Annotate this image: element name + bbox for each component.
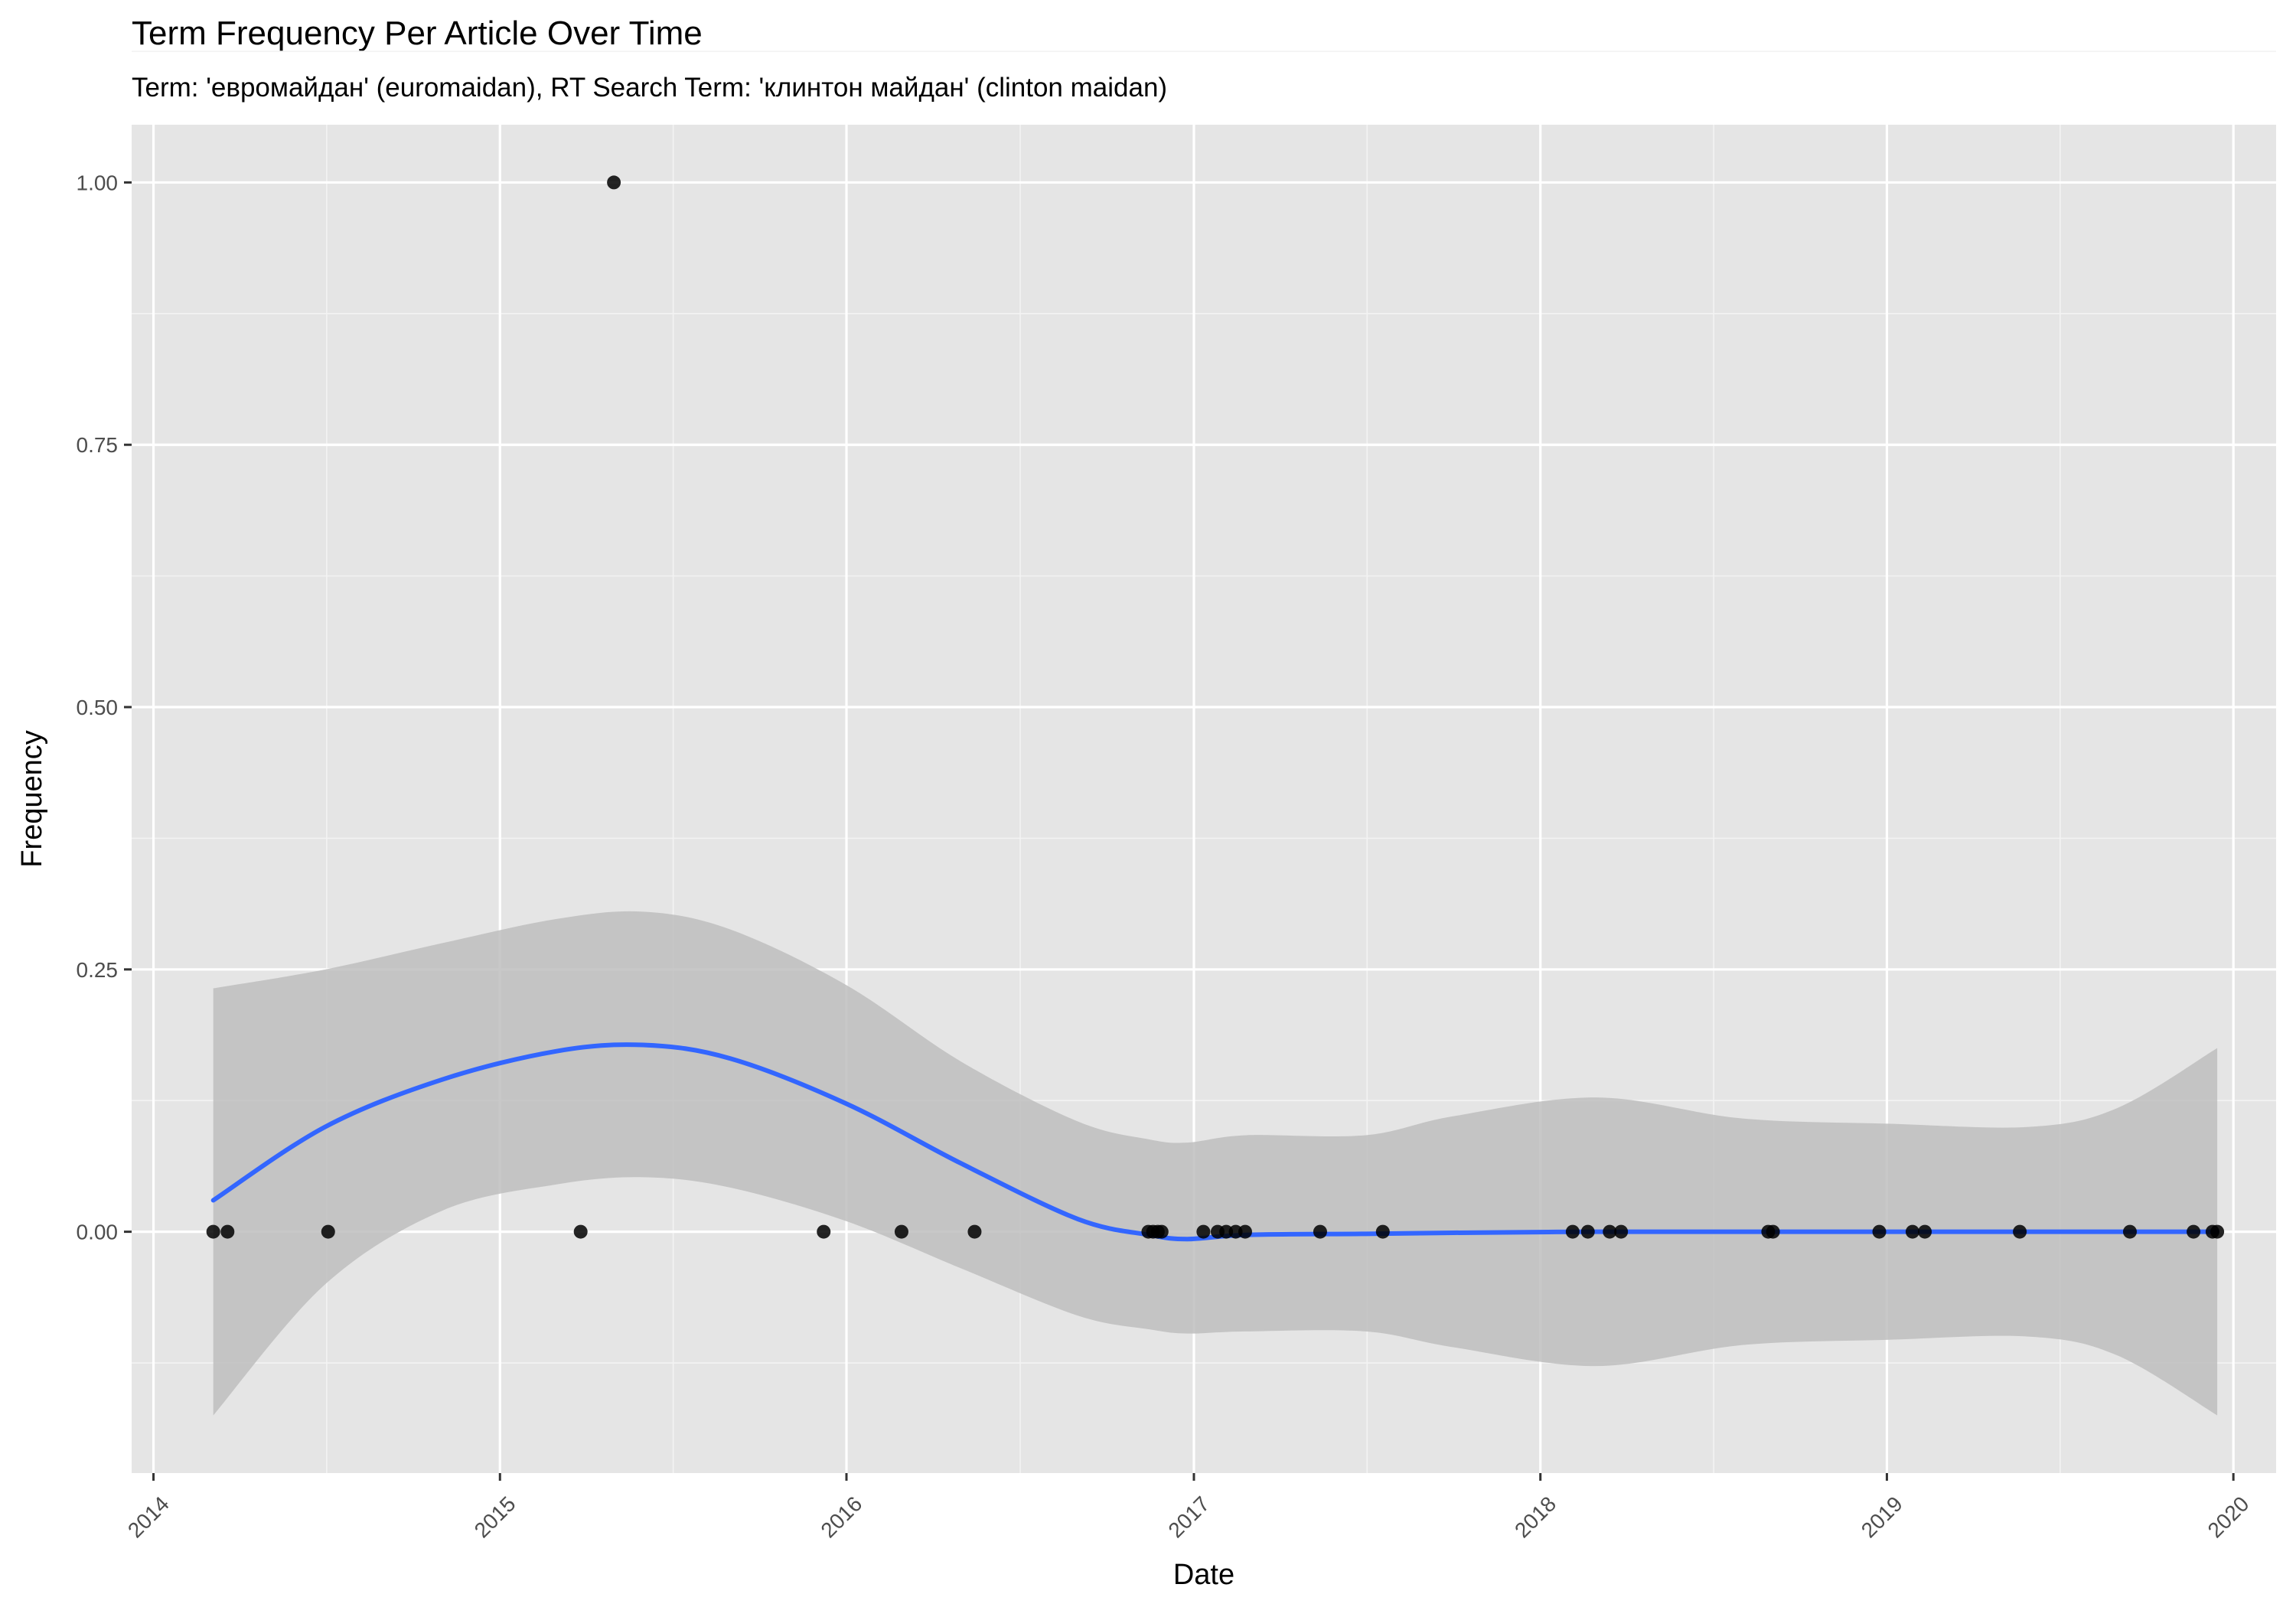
data-point	[1154, 1224, 1169, 1239]
x-tick-label: 2019	[1857, 1491, 1907, 1542]
data-point	[967, 1224, 982, 1239]
data-point	[2013, 1224, 2027, 1239]
data-point	[817, 1224, 831, 1239]
data-point	[1228, 1224, 1243, 1239]
x-tick-label: 2016	[816, 1491, 866, 1542]
data-point	[1313, 1224, 1327, 1239]
x-tick-label: 2014	[123, 1491, 174, 1542]
data-point	[220, 1224, 235, 1239]
chart-subtitle: Term: 'евромайдан' (euromaidan), RT Sear…	[132, 73, 1167, 103]
x-tick-label: 2015	[470, 1491, 520, 1542]
x-axis-title: Date	[1173, 1559, 1234, 1591]
y-tick-label: 0.75	[77, 433, 119, 457]
data-point	[2122, 1224, 2137, 1239]
chart-title: Term Frequency Per Article Over Time	[132, 15, 703, 52]
y-axis-title: Frequency	[16, 730, 48, 868]
grid-minor	[132, 51, 2276, 1473]
data-point	[1238, 1224, 1252, 1239]
data-points	[206, 175, 2225, 1239]
data-point	[1219, 1224, 1234, 1239]
data-point	[2187, 1224, 2201, 1239]
x-tick-label: 2018	[1510, 1491, 1561, 1542]
data-point	[894, 1224, 908, 1239]
data-point	[1905, 1224, 1919, 1239]
data-point	[573, 1224, 588, 1239]
y-tick-label: 0.00	[77, 1221, 119, 1244]
data-point	[1918, 1224, 1932, 1239]
data-point	[1872, 1224, 1887, 1239]
data-point	[1196, 1224, 1211, 1239]
data-point	[1565, 1224, 1580, 1239]
x-tick-label: 2017	[1163, 1491, 1214, 1542]
data-point	[206, 1224, 220, 1239]
y-tick-label: 1.00	[77, 171, 119, 194]
data-point	[321, 1224, 335, 1239]
y-tick-label: 0.25	[77, 958, 119, 982]
y-axis: 0.00 0.25 0.50 0.75 1.00	[77, 171, 132, 1244]
data-point	[2210, 1224, 2225, 1239]
data-point	[607, 175, 621, 190]
x-tick-label: 2020	[2203, 1491, 2254, 1542]
data-point	[1614, 1224, 1629, 1239]
data-point	[1375, 1224, 1390, 1239]
data-point	[1766, 1224, 1780, 1239]
x-axis: 2014 2015 2016 2017 2018 2019 2020	[123, 1473, 2254, 1542]
data-point	[1603, 1224, 1617, 1239]
confidence-ribbon	[213, 911, 2218, 1416]
y-tick-label: 0.50	[77, 696, 119, 719]
data-point	[1580, 1224, 1595, 1239]
